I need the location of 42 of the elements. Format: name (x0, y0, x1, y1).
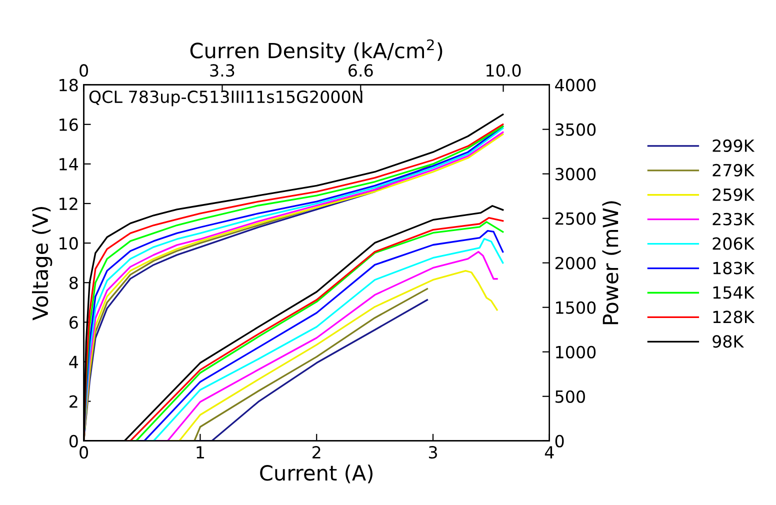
y-tick-label: 12 (60, 197, 78, 210)
x2-tick-label: 10.0 (486, 64, 521, 77)
legend-label: 259K (712, 188, 755, 201)
legend-label: 98K (712, 335, 744, 348)
y2-axis-title: Power (mW) (602, 201, 621, 324)
y2-tick-label: 1500 (556, 301, 596, 314)
x2-tick-label: 6.6 (348, 64, 373, 77)
y2-tick-label: 1000 (556, 346, 596, 358)
y2-tick-label: 2500 (555, 212, 596, 225)
y-tick-label: 2 (70, 395, 78, 408)
annotation: QCL 783up-C513III11s15G2000N (89, 90, 362, 106)
y-tick-label: 14 (60, 158, 78, 170)
y2-tick-label: 2000 (555, 256, 596, 270)
y-tick-label: 4 (69, 356, 78, 368)
x-tick-label: 4 (544, 446, 554, 458)
y2-tick-label: 500 (556, 390, 585, 403)
x-tick-label: 3 (428, 446, 437, 459)
y2-tick-label: 3000 (556, 168, 596, 180)
y-tick-label: 6 (70, 316, 78, 329)
y-tick-label: 16 (60, 118, 78, 131)
x-tick-label: 1 (196, 446, 204, 458)
y-tick-label: 8 (69, 276, 78, 290)
y-tick-label: 10 (60, 237, 78, 250)
legend-label: 233K (712, 212, 755, 226)
x-axis-title: Current (A) (260, 464, 373, 484)
x-tick-label: 0 (80, 446, 88, 459)
y2-tick-label: 4000 (555, 78, 596, 92)
legend-label: 299K (712, 139, 755, 152)
legend-label: 128K (713, 310, 755, 324)
legend-label: 183K (713, 262, 755, 274)
x-tick-label: 2 (312, 446, 320, 458)
legend-label: 206K (712, 237, 755, 250)
legend-label: 154K (713, 286, 755, 299)
x2-tick-label: 0 (80, 64, 88, 77)
legend-label: 279K (712, 164, 755, 176)
y-tick-label: 18 (60, 78, 78, 92)
y2-tick-label: 0 (555, 434, 564, 448)
y2-tick-label: 3500 (556, 123, 596, 136)
y-axis-title: Voltage (V) (32, 207, 52, 320)
y-tick-label: 0 (69, 434, 78, 448)
x2-axis-title: Curren Density (kA/cm$^{2}$) (190, 39, 442, 62)
x2-tick-label: 3.3 (210, 64, 234, 77)
